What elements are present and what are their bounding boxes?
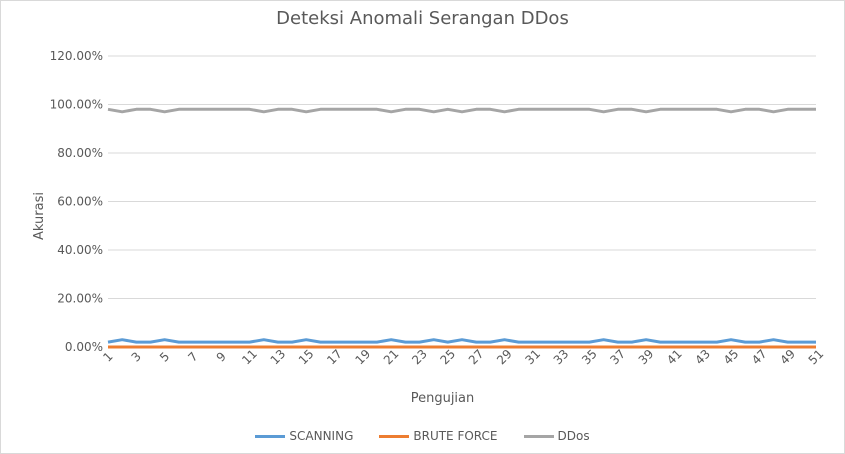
legend-label-brute-force: BRUTE FORCE xyxy=(413,429,498,443)
x-tick-label: 37 xyxy=(607,347,628,368)
x-tick-label: 41 xyxy=(664,347,685,368)
x-tick-label: 5 xyxy=(157,349,172,364)
x-tick-label: 7 xyxy=(185,349,200,364)
legend-item-scanning: SCANNING xyxy=(255,429,353,443)
legend-label-ddos: DDos xyxy=(557,429,590,443)
x-tick-label: 27 xyxy=(466,347,487,368)
series-line-scanning xyxy=(107,338,816,344)
y-tick-label: 0.00% xyxy=(65,340,103,354)
x-tick-label: 39 xyxy=(636,347,657,368)
x-tick-label: 47 xyxy=(749,347,770,368)
x-tick-label: 11 xyxy=(239,347,260,368)
x-tick-label: 43 xyxy=(692,347,713,368)
x-tick-label: 23 xyxy=(409,347,430,368)
x-tick-label: 17 xyxy=(324,347,345,368)
x-tick-label: 31 xyxy=(522,347,543,368)
legend-swatch-scanning xyxy=(255,434,286,438)
x-tick-label: 35 xyxy=(579,347,600,368)
x-tick-label: 49 xyxy=(777,347,798,368)
y-tick-label: 60.00% xyxy=(57,195,103,209)
x-tick-label: 45 xyxy=(721,347,742,368)
y-tick-label: 120.00% xyxy=(50,49,103,63)
x-tick-label: 29 xyxy=(494,347,515,368)
x-tick-label: 9 xyxy=(214,349,229,364)
legend: SCANNING BRUTE FORCE DDos xyxy=(0,429,845,443)
legend-swatch-brute-force xyxy=(379,434,410,438)
x-tick-label: 19 xyxy=(353,347,374,368)
legend-item-ddos: DDos xyxy=(523,429,590,443)
x-tick-label: 1 xyxy=(100,349,115,364)
x-tick-label: 33 xyxy=(551,347,572,368)
x-tick-label: 25 xyxy=(437,347,458,368)
x-tick-label: 3 xyxy=(129,349,144,364)
series-line-ddos xyxy=(107,107,816,114)
legend-label-scanning: SCANNING xyxy=(289,429,354,443)
x-tick-label: 21 xyxy=(381,347,402,368)
chart-title: Deteksi Anomali Serangan DDos xyxy=(276,8,569,29)
legend-swatch-ddos xyxy=(523,434,554,438)
x-tick-label: 13 xyxy=(268,347,289,368)
x-tick-label: 15 xyxy=(296,347,317,368)
y-tick-label: 80.00% xyxy=(57,146,103,160)
y-tick-label: 20.00% xyxy=(57,292,103,306)
y-tick-label: 100.00% xyxy=(50,98,103,112)
x-axis-label: Pengujian xyxy=(410,391,475,406)
x-tick-label: 51 xyxy=(806,347,827,368)
y-tick-label: 40.00% xyxy=(57,243,103,257)
legend-item-brute-force: BRUTE FORCE xyxy=(379,429,498,443)
